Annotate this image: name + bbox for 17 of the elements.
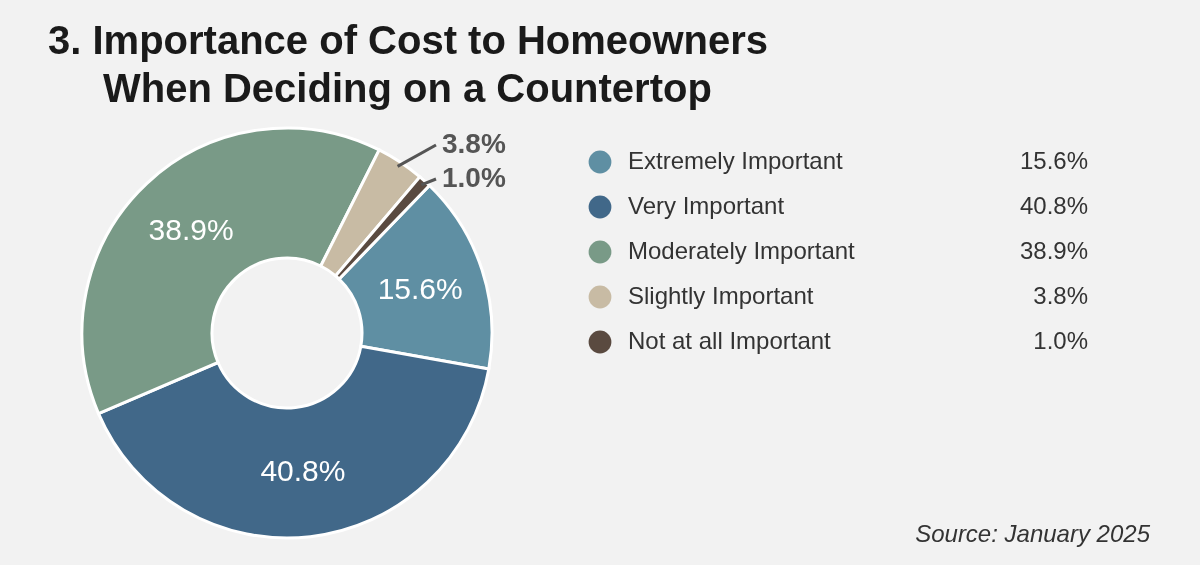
- legend-label: Extremely Important: [628, 147, 844, 174]
- text: 3.8%: [1033, 282, 1088, 309]
- legend-label: Moderately Important: [628, 237, 856, 264]
- text: 40.8%: [1019, 192, 1088, 219]
- legend-label: Not at all Important: [628, 327, 832, 354]
- data-label: 1.0%: [442, 162, 506, 193]
- source-note: Source: January 2025: [915, 520, 1151, 547]
- data-label: 15.6%: [377, 271, 463, 305]
- legend-label: Very Important: [628, 192, 785, 219]
- data-label: 3.8%: [442, 128, 506, 159]
- text: 38.9%: [1019, 237, 1088, 264]
- chart-title: 3. Importance of Cost to Homeowners When Deciding on a Countertop: [48, 18, 769, 110]
- legend-label: Slightly Important: [628, 282, 814, 309]
- text: 1.0%: [1033, 327, 1088, 354]
- data-label: 38.9%: [148, 212, 234, 246]
- data-label: 40.8%: [260, 454, 346, 488]
- text: 15.6%: [1019, 147, 1088, 174]
